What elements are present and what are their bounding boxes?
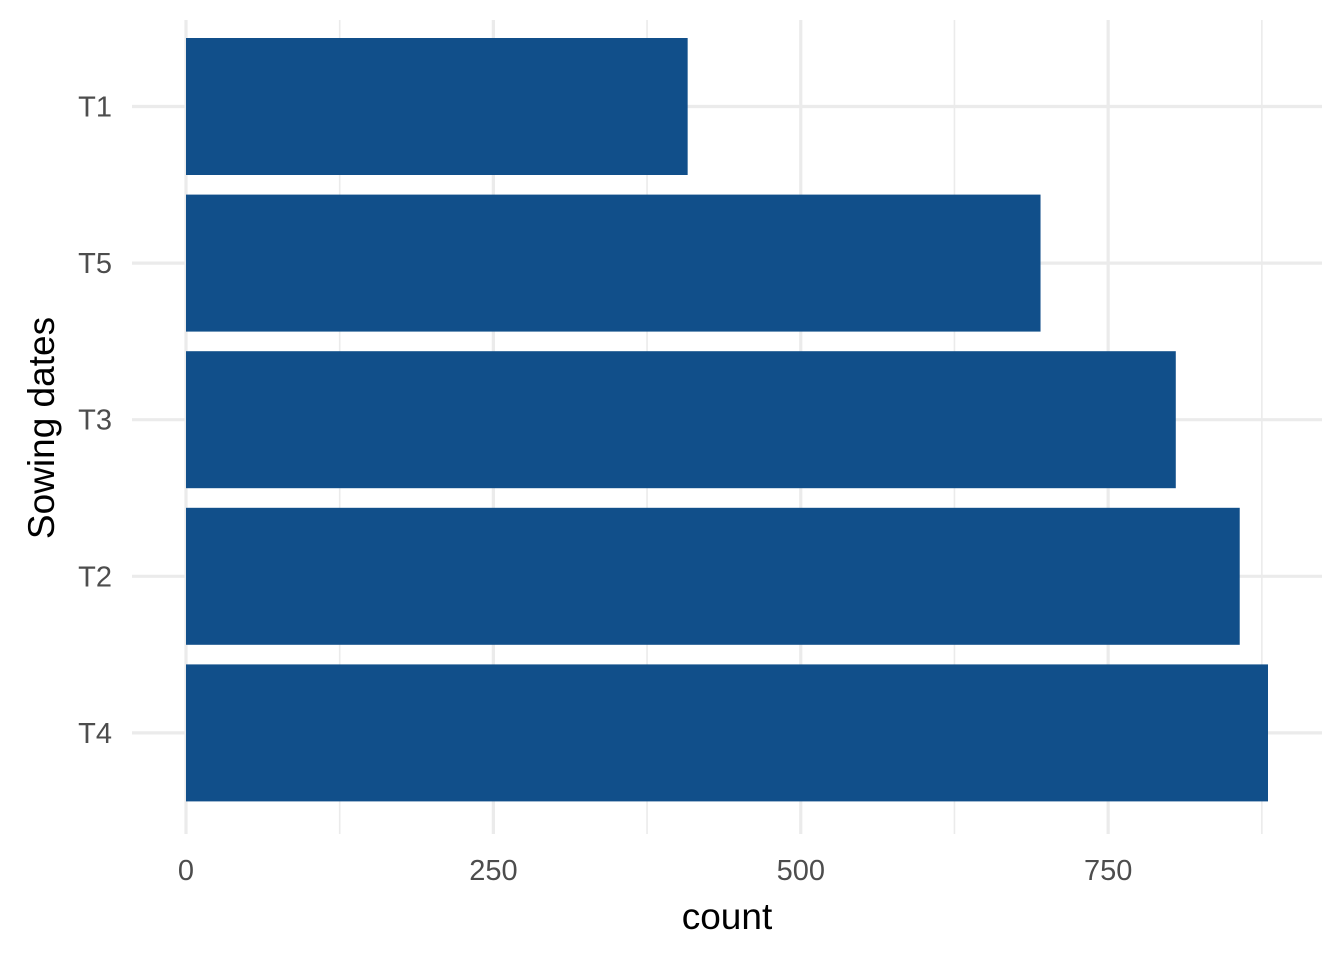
x-tick-label-750: 750 xyxy=(1084,855,1132,887)
bar-t1 xyxy=(186,38,688,175)
x-tick-label-500: 500 xyxy=(777,855,825,887)
bar-t5 xyxy=(186,194,1041,332)
bar-t4 xyxy=(186,664,1268,802)
x-tick-labels: 0 250 500 750 xyxy=(178,855,1132,887)
y-tick-labels: T1 T5 T3 T2 T4 xyxy=(78,92,112,750)
y-tick-label-t1: T1 xyxy=(78,92,112,124)
bar-t2 xyxy=(186,507,1240,645)
y-tick-label-t2: T2 xyxy=(78,561,112,593)
bars xyxy=(186,38,1268,802)
x-tick-label-0: 0 xyxy=(178,855,194,887)
x-tick-label-250: 250 xyxy=(469,855,517,887)
y-axis-title: Sowing dates xyxy=(21,317,62,539)
x-axis-title: count xyxy=(682,896,773,937)
bar-t3 xyxy=(186,351,1176,489)
y-tick-label-t3: T3 xyxy=(78,405,112,437)
y-tick-label-t4: T4 xyxy=(78,718,112,750)
y-tick-label-t5: T5 xyxy=(78,248,112,280)
